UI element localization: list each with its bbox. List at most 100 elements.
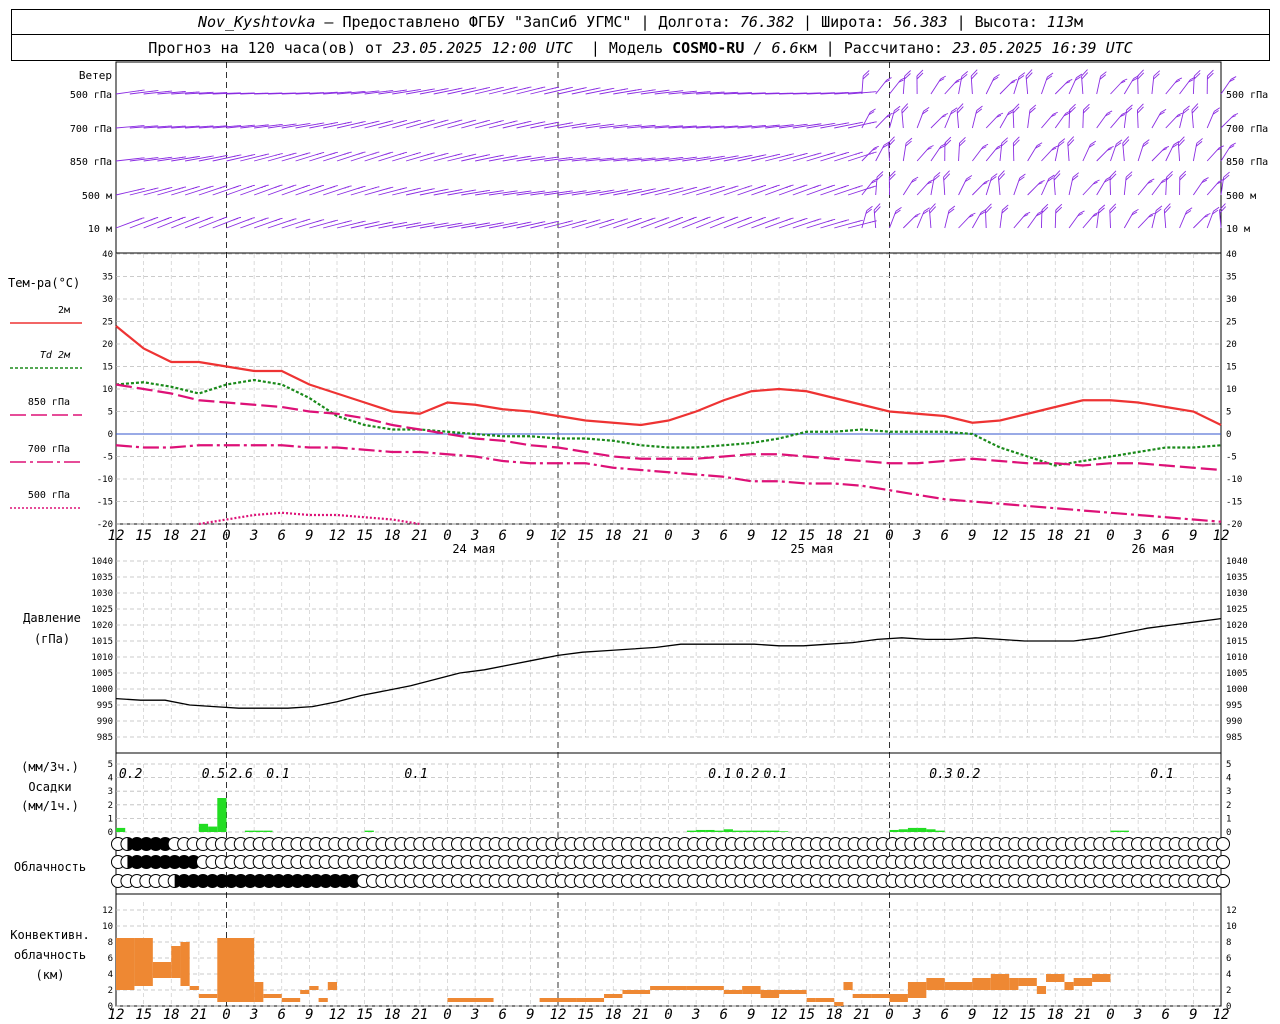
wind-barb: [226, 124, 255, 129]
wind-barb: [544, 122, 572, 129]
wind-barb: [571, 87, 600, 95]
temp-tick-left: 40: [102, 250, 113, 260]
wind-barb-flag: [1098, 204, 1106, 211]
wind-barb: [668, 125, 697, 129]
wind-barb: [254, 153, 282, 162]
time-axis-label-middle: 18: [163, 528, 180, 544]
precip-3h-label: 0.1: [1150, 767, 1173, 782]
wind-level-label-right: 700 гПа: [1226, 124, 1268, 135]
precip-3h-label: 0.1: [266, 767, 289, 782]
wind-barb: [433, 189, 462, 196]
wind-barb-flag: [1109, 206, 1117, 214]
wind-barb: [475, 120, 503, 129]
forecast-time: 23.05.2025 12:00 UTC: [392, 38, 573, 57]
wind-barb: [447, 87, 475, 95]
wind-barb-flag: [951, 107, 958, 112]
wind-barb-flag: [1182, 108, 1190, 114]
temp-series-line: [115, 378, 1222, 467]
wind-barb-flag: [1109, 170, 1117, 178]
pressure-line: [115, 617, 1222, 709]
wind-barb-flag: [1233, 113, 1239, 116]
wind-barb-flag: [956, 103, 964, 111]
wind-level-label-left: 500 м: [82, 191, 112, 202]
convective-tick-right: 4: [1226, 970, 1231, 980]
wind-barb: [143, 187, 171, 196]
precip-3h-label: 0.5: [202, 767, 226, 782]
wind-barb-flag: [884, 79, 890, 83]
time-axis-label-bottom: 18: [384, 1007, 401, 1023]
wind-barb-flag: [943, 173, 951, 181]
wind-barb: [143, 125, 172, 129]
pressure-tick-right: 1020: [1226, 621, 1248, 631]
wind-barb-flag: [1081, 69, 1088, 77]
wind-barb: [392, 152, 420, 162]
precip-bar: [1119, 830, 1129, 832]
wind-barb: [405, 188, 434, 196]
wind-barb: [378, 89, 407, 95]
wind-barb: [778, 92, 807, 95]
day-label: 24 мая: [452, 542, 495, 556]
temp-tick-right: 20: [1226, 340, 1237, 350]
wind-barb: [613, 124, 642, 129]
wind-barb-flag: [1010, 81, 1015, 84]
wind-barb-flag: [888, 136, 895, 144]
wind-barb: [281, 152, 309, 162]
time-axis-label-middle: 15: [356, 528, 373, 544]
wind-barb: [212, 154, 241, 162]
wind-barb-flag: [1207, 69, 1214, 77]
convective-bar: [263, 994, 282, 998]
wind-barb-flag: [1122, 78, 1128, 82]
pressure-tick-left: 1010: [91, 653, 113, 663]
convective-tick-right: 6: [1226, 954, 1231, 964]
precip-bar: [686, 830, 697, 832]
wind-barb: [185, 91, 214, 95]
wind-barb: [640, 89, 669, 95]
day-label: 25 мая: [790, 542, 833, 556]
wind-barb: [834, 220, 862, 229]
wind-barb: [557, 190, 586, 196]
wind-level-label-right: 850 гПа: [1226, 157, 1268, 168]
wind-barb-flag: [1001, 207, 1009, 214]
temp-tick-left: 15: [102, 363, 113, 373]
time-axis-label-bottom: 3: [470, 1007, 479, 1023]
wind-barb: [806, 122, 835, 129]
wind-barb-flag: [1038, 182, 1043, 185]
wind-barb-flag: [1018, 176, 1025, 182]
time-axis-label-middle: 9: [1189, 528, 1197, 544]
wind-barb: [1193, 214, 1207, 229]
convective-tick-left: 10: [102, 922, 113, 932]
temp-legend-label: Td 2м: [40, 350, 71, 361]
wind-barb-flag: [893, 108, 900, 114]
temp-legend-label: 500 гПа: [28, 490, 70, 501]
convective-bar: [1073, 978, 1093, 986]
pressure-tick-right: 1000: [1226, 685, 1248, 695]
wind-barb-flag: [923, 207, 930, 212]
altitude-label: | Высота:: [947, 13, 1047, 31]
wind-barb: [820, 219, 848, 229]
wind-barb-flag: [862, 73, 870, 80]
wind-barb-flag: [990, 176, 997, 182]
time-axis-label-middle: 3: [912, 528, 921, 544]
convective-tick-right: 2: [1226, 986, 1231, 996]
wind-barb: [502, 155, 531, 162]
temp-series-line: [115, 383, 1222, 472]
wind-barb-flag: [1071, 175, 1079, 181]
precip-bar: [751, 830, 761, 832]
wind-barb: [834, 122, 862, 129]
time-axis-label-bottom: 18: [826, 1007, 843, 1023]
wind-barb: [171, 186, 199, 196]
wind-barb-flag: [1083, 106, 1090, 114]
wind-barb: [461, 190, 490, 196]
temp-title: Тем-ра(°C): [8, 276, 80, 290]
wind-barb-flag: [1109, 173, 1117, 181]
time-axis-label-bottom: 6: [1162, 1007, 1170, 1023]
wind-barb-flag: [1230, 76, 1237, 80]
wind-barb: [557, 157, 586, 162]
wind-barb: [1054, 143, 1060, 162]
wind-barb: [350, 120, 379, 129]
convective-bar: [576, 998, 605, 1002]
altitude-value: 113: [1046, 13, 1074, 31]
convective-bar: [152, 962, 172, 978]
time-axis-label-middle: 3: [1133, 528, 1142, 544]
wind-barb-flag: [894, 105, 901, 112]
